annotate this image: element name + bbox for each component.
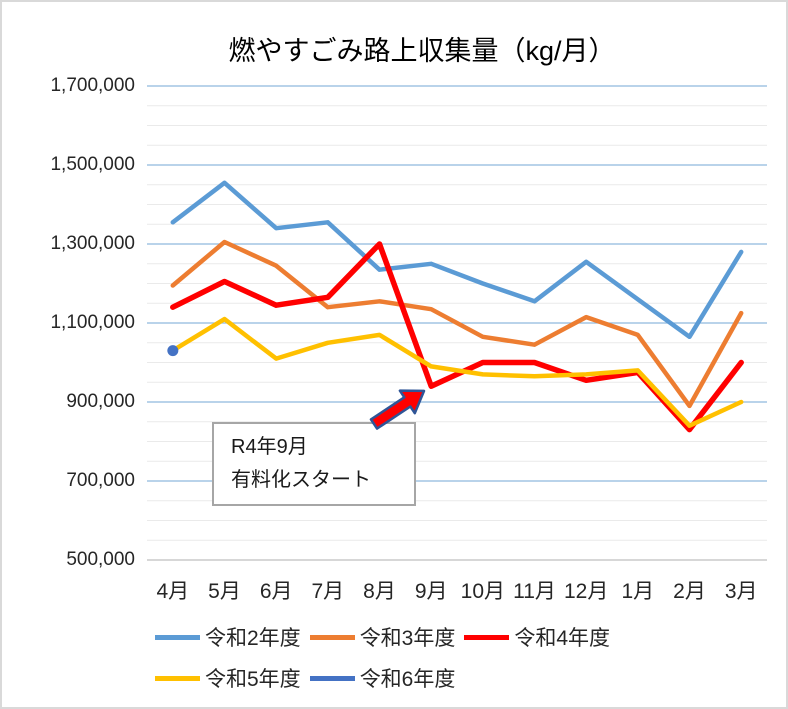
legend-item-r6: 令和6年度 [309, 663, 456, 693]
legend-label-reiwa2: 令和2年度 [205, 627, 301, 650]
y-axis-label: 1,700,000 [50, 75, 135, 96]
legend-item-r4: 令和4年度 [464, 622, 610, 652]
annotation-line-2: 有料化スタート [231, 469, 371, 491]
x-axis-label: 1月 [621, 580, 655, 603]
x-axis-label: 11月 [513, 580, 556, 603]
legend-swatch-reiwa5 [155, 675, 200, 681]
x-axis-label: 10月 [460, 580, 505, 603]
x-axis-label: 12月 [563, 580, 609, 603]
annotation-line-1: R4年9月 [231, 436, 308, 458]
annotation-callout: R4年9月 有料化スタート [212, 422, 416, 506]
x-axis-label: 7月 [311, 580, 345, 603]
y-axis-label: 1,300,000 [50, 233, 135, 254]
y-axis-label: 500,000 [66, 549, 135, 570]
legend-item-r3: 令和3年度 [309, 622, 456, 652]
series-line-0 [170, 180, 744, 340]
legend-label-reiwa3: 令和3年度 [359, 627, 456, 650]
chart-title: 燃やすごみ路上収集量（kg/月） [228, 36, 616, 66]
legend-swatch-reiwa4 [464, 634, 510, 640]
x-axis-label: 2月 [673, 580, 706, 603]
legend-swatch-reiwa3 [309, 634, 355, 640]
legend-item-r2: 令和2年度 [155, 622, 301, 652]
legend-item-r5: 令和5年度 [155, 663, 301, 693]
legend-row-1: 令和2年度 令和3年度 令和4年度 [155, 624, 619, 650]
x-axis-label: 9月 [414, 580, 448, 603]
x-axis-label: 4月 [156, 580, 190, 603]
x-axis-label: 3月 [724, 580, 758, 603]
legend-label-reiwa4: 令和4年度 [514, 627, 611, 650]
series-line-1 [170, 239, 744, 409]
y-axis-label: 1,100,000 [50, 312, 135, 333]
y-axis-label: 1,500,000 [50, 154, 135, 175]
legend-label-reiwa5: 令和5年度 [205, 668, 301, 691]
legend-row-2: 令和5年度 令和6年度 [155, 665, 464, 691]
x-axis-label: 5月 [208, 580, 241, 603]
series-line-3 [170, 316, 744, 428]
legend-swatch-reiwa2 [155, 634, 200, 640]
x-axis-label: 8月 [363, 580, 396, 603]
series-point-4 [167, 345, 179, 357]
y-axis-label: 700,000 [66, 470, 135, 491]
legend-swatch-reiwa6 [309, 675, 355, 681]
x-axis-label: 6月 [259, 580, 293, 603]
y-axis-label: 900,000 [66, 391, 135, 412]
legend-label-reiwa6: 令和6年度 [359, 668, 456, 691]
